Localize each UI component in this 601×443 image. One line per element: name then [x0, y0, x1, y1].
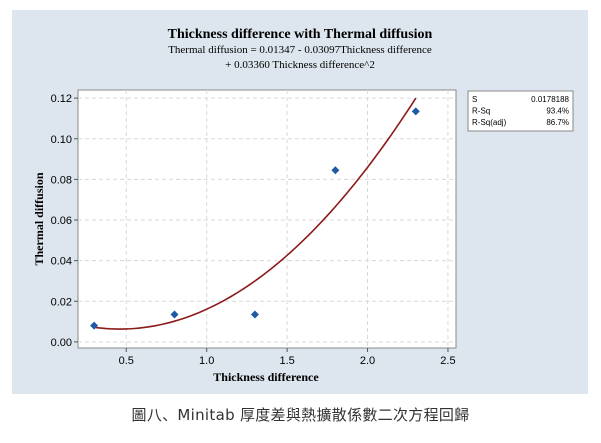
data-point [411, 107, 420, 116]
stats-table: S 0.0178188 R-Sq 93.4% R-Sq(adj) 86.7% [467, 90, 574, 132]
data-point [331, 166, 340, 175]
y-tick-label: 0.02 [51, 296, 72, 308]
stats-value: 86.7% [546, 118, 569, 127]
x-tick-label: 2.5 [440, 355, 455, 367]
data-point [170, 310, 179, 319]
y-tick-label: 0.00 [51, 337, 72, 349]
fit-curve [93, 97, 417, 330]
axes: 0.5 1.0 1.5 2.0 2.5 0.00 0.02 0.04 0.06 0.08 0.10 0… [51, 93, 456, 367]
y-tick-label: 0.12 [51, 93, 72, 105]
data-points [90, 107, 420, 330]
chart-title: Thickness difference with Thermal diffus… [168, 27, 433, 42]
y-tick-label: 0.06 [51, 215, 72, 227]
x-tick-label: 1.5 [279, 355, 294, 367]
stats-label: R-Sq(adj) [472, 118, 507, 127]
x-tick-label: 2.0 [360, 355, 375, 367]
y-tick-label: 0.04 [51, 256, 72, 268]
y-axis-label: Thermal diffusion [32, 172, 46, 265]
x-axis-label: Thickness difference [213, 370, 319, 384]
fit-line [93, 97, 417, 330]
stats-label: R-Sq [472, 107, 490, 116]
stats-table-border [467, 90, 574, 132]
figure-caption: 圖八、Minitab 厚度差與熱擴散係數二次方程回歸 [131, 406, 470, 424]
data-point [250, 310, 259, 319]
x-tick-label: 0.5 [119, 355, 134, 367]
y-tick-label: 0.08 [51, 174, 72, 186]
chart-subtitle-line1: Thermal diffusion = 0.01347 - 0.03097Thi… [168, 44, 432, 56]
grid-lines [78, 90, 456, 348]
data-point [90, 321, 99, 330]
x-tick-label: 1.0 [199, 355, 214, 367]
chart-subtitle-line2: + 0.03360 Thickness difference^2 [225, 59, 375, 71]
plot-area [77, 89, 457, 349]
stats-label: S [472, 95, 477, 104]
stats-value: 93.4% [546, 107, 569, 116]
stats-value: 0.0178188 [531, 95, 569, 104]
y-tick-label: 0.10 [51, 134, 72, 146]
